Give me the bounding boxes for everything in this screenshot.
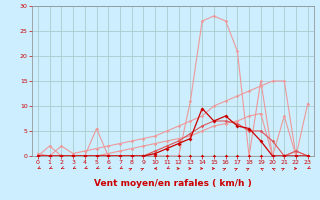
X-axis label: Vent moyen/en rafales ( km/h ): Vent moyen/en rafales ( km/h ) [94,179,252,188]
